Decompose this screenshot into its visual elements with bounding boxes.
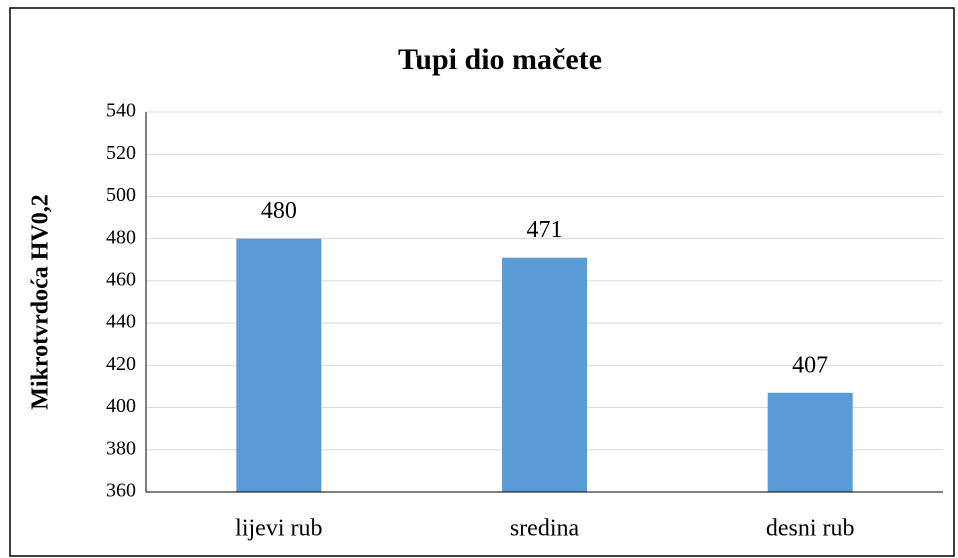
y-tick-label: 460 bbox=[106, 268, 136, 290]
data-label: 407 bbox=[792, 352, 828, 378]
y-tick-label: 480 bbox=[106, 226, 136, 248]
y-tick-label: 400 bbox=[106, 395, 136, 417]
y-tick-label: 360 bbox=[106, 480, 136, 502]
y-tick-label: 440 bbox=[106, 311, 136, 333]
x-tick-label: sredina bbox=[510, 516, 580, 542]
data-label: 480 bbox=[261, 198, 297, 224]
x-tick-label: lijevi rub bbox=[235, 516, 322, 542]
x-tick-label: desni rub bbox=[766, 516, 855, 542]
data-label: 471 bbox=[527, 217, 563, 243]
y-tick-label: 540 bbox=[106, 100, 136, 122]
y-tick-label: 520 bbox=[106, 142, 136, 164]
y-tick-label: 380 bbox=[106, 437, 136, 459]
bar bbox=[501, 257, 588, 492]
chart-title: Tupi dio mačete bbox=[398, 43, 602, 76]
y-tick-label: 420 bbox=[106, 353, 136, 375]
y-axis-label: Mikrotvrdoća HV0,2 bbox=[28, 194, 54, 410]
bar bbox=[767, 392, 853, 492]
y-tick-label: 500 bbox=[106, 184, 136, 206]
bar bbox=[236, 238, 322, 492]
